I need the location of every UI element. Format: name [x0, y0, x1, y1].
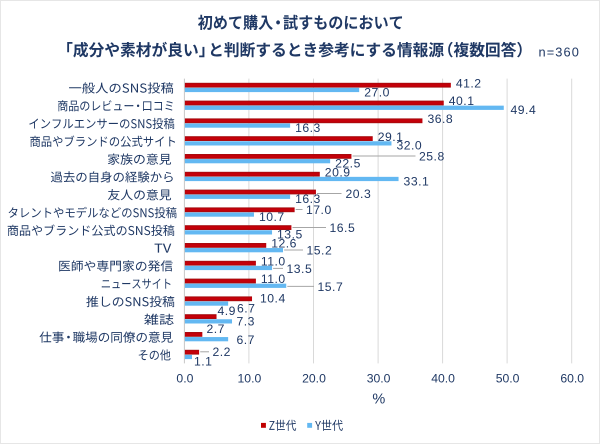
svg-text:20.3: 20.3 [346, 187, 372, 201]
svg-text:50.0: 50.0 [496, 371, 520, 385]
svg-text:15.7: 15.7 [318, 280, 344, 294]
svg-text:%: % [372, 391, 385, 407]
svg-text:60.0: 60.0 [560, 371, 584, 385]
svg-text:12.6: 12.6 [271, 237, 297, 251]
svg-text:7.3: 7.3 [237, 315, 255, 329]
svg-text:49.4: 49.4 [511, 103, 537, 117]
svg-text:36.8: 36.8 [427, 112, 453, 126]
svg-text:16.3: 16.3 [295, 121, 321, 135]
svg-text:16.3: 16.3 [295, 192, 321, 206]
svg-text:1.1: 1.1 [194, 354, 212, 368]
svg-text:10.7: 10.7 [259, 210, 285, 224]
svg-text:10.0: 10.0 [238, 371, 262, 385]
svg-text:15.2: 15.2 [307, 243, 333, 257]
svg-text:6.7: 6.7 [237, 333, 255, 347]
svg-text:13.5: 13.5 [277, 228, 303, 242]
svg-text:33.1: 33.1 [404, 174, 430, 188]
svg-text:40.1: 40.1 [449, 94, 475, 108]
svg-text:4.9: 4.9 [218, 304, 236, 318]
svg-text:22.5: 22.5 [335, 157, 361, 171]
svg-text:20.0: 20.0 [302, 371, 326, 385]
svg-text:11.0: 11.0 [261, 254, 286, 268]
svg-text:2.2: 2.2 [213, 345, 231, 359]
svg-text:30.0: 30.0 [367, 371, 391, 385]
svg-text:0.0: 0.0 [176, 371, 193, 385]
svg-text:32.0: 32.0 [396, 139, 422, 153]
svg-text:n=360: n=360 [539, 45, 580, 60]
svg-text:25.8: 25.8 [419, 149, 445, 163]
svg-text:2.7: 2.7 [207, 322, 225, 336]
svg-text:27.0: 27.0 [364, 85, 390, 99]
svg-text:20.9: 20.9 [325, 165, 351, 179]
svg-text:16.5: 16.5 [330, 221, 356, 235]
svg-text:41.2: 41.2 [456, 76, 482, 90]
svg-text:6.7: 6.7 [237, 302, 255, 316]
svg-text:10.4: 10.4 [260, 292, 286, 306]
svg-text:13.5: 13.5 [287, 262, 313, 276]
svg-text:17.0: 17.0 [306, 203, 332, 217]
svg-text:29.1: 29.1 [378, 130, 404, 144]
svg-text:11.0: 11.0 [261, 272, 286, 286]
svg-text:40.0: 40.0 [431, 371, 455, 385]
